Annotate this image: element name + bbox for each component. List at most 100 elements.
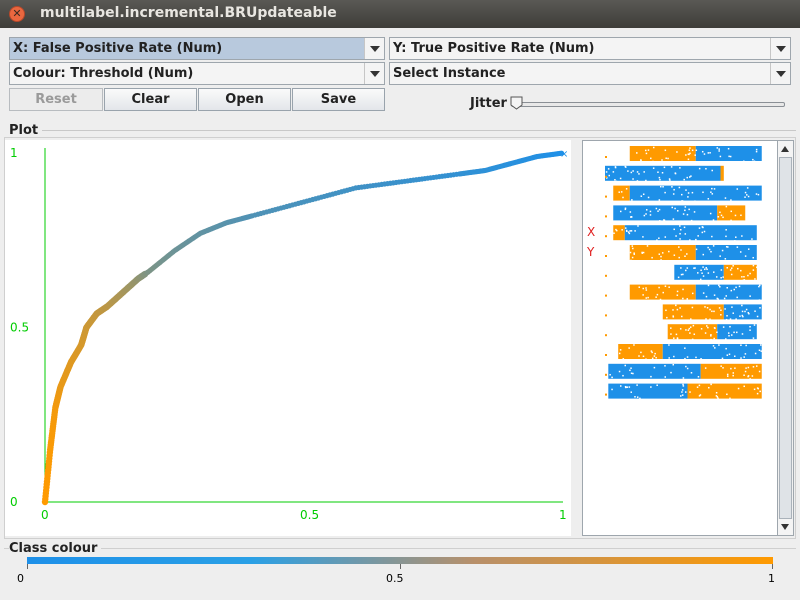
matrix-point [631, 256, 634, 259]
matrix-point [736, 296, 738, 299]
matrix-point [622, 196, 624, 199]
scatter-plot[interactable]: 0 0 0.5 0.5 1 1 × [5, 140, 571, 536]
matrix-point [689, 152, 691, 155]
matrix-point [683, 178, 685, 181]
y-axis-select[interactable]: Y: True Positive Rate (Num) [389, 37, 791, 60]
matrix-point [672, 193, 675, 195]
matrix-point [607, 168, 610, 170]
matrix-point [618, 370, 621, 373]
matrix-strip-segment [695, 245, 757, 260]
reset-button[interactable]: Reset [9, 88, 103, 111]
matrix-point [725, 229, 727, 231]
close-window-button[interactable]: ✕ [9, 6, 25, 22]
matrix-point [698, 167, 701, 170]
y-tick-label: 0 [10, 495, 18, 509]
matrix-point [653, 366, 656, 369]
matrix-point [726, 373, 729, 376]
y-tick-label: 0.5 [10, 321, 29, 335]
matrix-point [746, 194, 748, 196]
matrix-point [636, 384, 638, 386]
matrix-point [646, 245, 649, 247]
matrix-point [658, 286, 660, 289]
scroll-up-icon[interactable] [778, 141, 793, 157]
chevron-down-icon[interactable] [364, 38, 384, 59]
save-button[interactable]: Save [292, 88, 385, 111]
matrix-point [688, 327, 691, 330]
matrix-point [758, 285, 760, 288]
matrix-point [627, 231, 630, 233]
matrix-point [684, 233, 687, 235]
matrix-point [658, 237, 660, 239]
matrix-point [690, 175, 692, 177]
matrix-point [721, 249, 724, 252]
matrix-point [726, 375, 729, 377]
chevron-down-icon[interactable] [770, 63, 790, 84]
matrix-point [689, 391, 691, 393]
matrix-point [740, 214, 742, 217]
matrix-point [734, 240, 736, 242]
matrix-point [712, 245, 715, 247]
clear-button[interactable]: Clear [104, 88, 197, 111]
open-button[interactable]: Open [198, 88, 291, 111]
matrix-point [624, 227, 627, 229]
matrix-point [744, 255, 747, 257]
matrix-strip-segment [662, 304, 724, 320]
x-axis-select[interactable]: X: False Positive Rate (Num) [9, 37, 385, 60]
tick-mark [27, 564, 28, 569]
matrix-point [655, 296, 657, 298]
chevron-down-icon[interactable] [770, 38, 790, 59]
matrix-point [698, 227, 701, 229]
matrix-point [626, 230, 628, 232]
matrix-point [639, 397, 641, 400]
matrix-strip-segment [629, 185, 762, 201]
matrix-point [616, 229, 618, 232]
matrix-point [713, 294, 716, 296]
matrix-strip-segment [613, 225, 625, 241]
matrix-point [725, 205, 728, 208]
scroll-down-icon[interactable] [778, 519, 793, 535]
matrix-point [679, 238, 681, 240]
chevron-down-icon[interactable] [364, 63, 384, 84]
matrix-point [605, 156, 607, 158]
attribute-matrix[interactable] [582, 140, 778, 536]
matrix-point [658, 199, 661, 201]
matrix-point [637, 225, 639, 227]
matrix-point [663, 219, 665, 221]
matrix-point [692, 324, 695, 327]
matrix-point [729, 269, 732, 271]
matrix-point [675, 304, 677, 307]
matrix-point [650, 375, 652, 378]
matrix-point [743, 356, 745, 358]
matrix-point [618, 352, 621, 355]
matrix-scrollbar[interactable] [778, 140, 794, 536]
matrix-point [744, 370, 747, 373]
matrix-point [740, 344, 742, 346]
matrix-point [651, 357, 654, 360]
matrix-point [755, 150, 758, 153]
matrix-point [674, 207, 676, 210]
matrix-point [689, 326, 692, 328]
colour-value: Colour: Threshold (Num) [13, 66, 194, 81]
matrix-point [658, 253, 661, 255]
instance-select[interactable]: Select Instance [389, 62, 791, 85]
matrix-point [760, 350, 763, 352]
matrix-point [643, 214, 646, 217]
matrix-point [659, 220, 661, 222]
matrix-point [683, 226, 686, 229]
matrix-point [670, 166, 673, 168]
matrix-point [730, 267, 733, 269]
scroll-thumb[interactable] [779, 157, 792, 519]
matrix-point [749, 329, 751, 331]
matrix-point [659, 298, 662, 301]
matrix-point [655, 207, 658, 210]
matrix-point [711, 169, 713, 172]
matrix-point [702, 191, 704, 194]
matrix-strip-segment [667, 324, 718, 340]
jitter-slider-thumb[interactable] [510, 96, 523, 110]
matrix-point [615, 228, 617, 231]
matrix-point [652, 167, 655, 169]
matrix-point [742, 315, 744, 318]
colour-select[interactable]: Colour: Threshold (Num) [9, 62, 385, 85]
matrix-point [668, 250, 670, 253]
jitter-slider-track[interactable] [511, 102, 785, 107]
